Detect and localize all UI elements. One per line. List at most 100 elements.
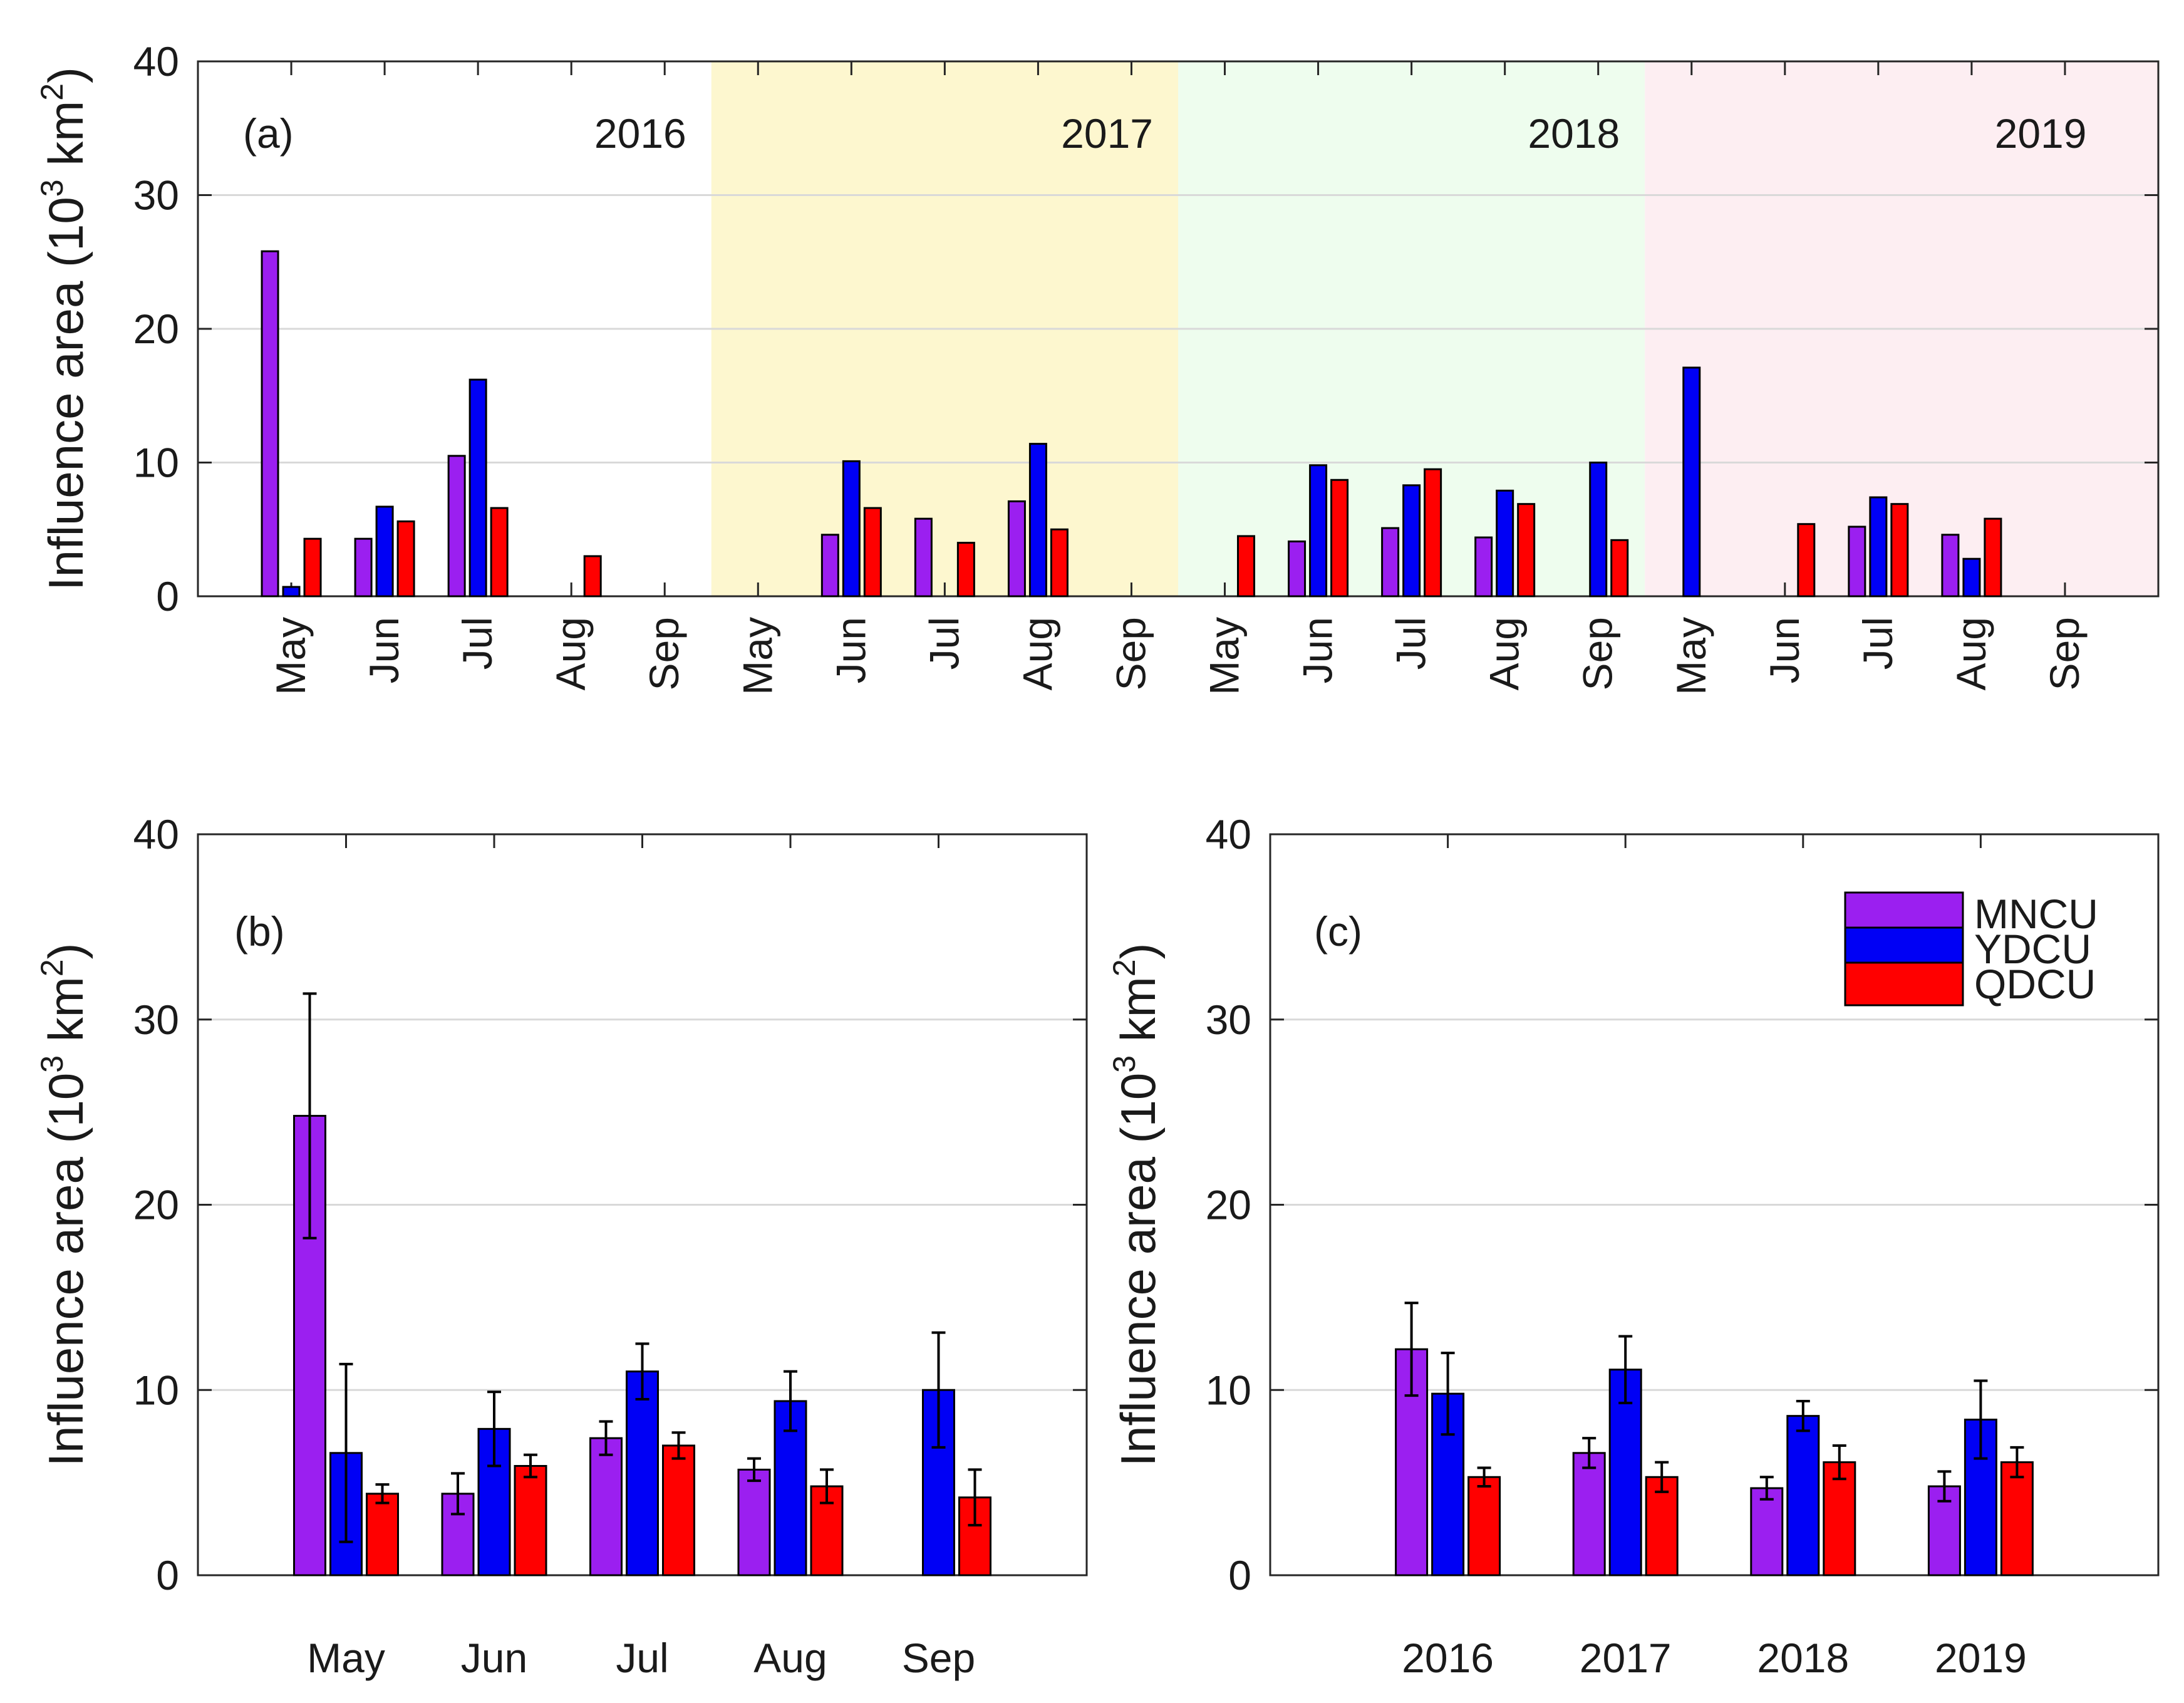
bar-ydcu: [1028, 443, 1047, 598]
x-tick-label: May: [1668, 617, 1714, 695]
bar-mncu: [1941, 534, 1960, 598]
bar-qdcu: [863, 507, 882, 598]
axes-box: [1269, 833, 2160, 1576]
x-tick-label: Jul: [616, 1635, 668, 1681]
y-tick-label: 10: [133, 1367, 179, 1413]
bar-mncu: [1572, 1452, 1606, 1576]
x-tick-label: May: [1201, 617, 1248, 695]
bar-qdcu: [514, 1465, 547, 1576]
bar-qdcu: [1237, 535, 1256, 598]
legend-label-ydcu: YDCU: [1974, 926, 2091, 972]
bar-qdcu: [396, 520, 415, 598]
panel-label: (c): [1314, 908, 1362, 955]
bar-ydcu: [842, 460, 861, 598]
x-tick-label: Aug: [1481, 617, 1528, 690]
bar-mncu: [1848, 525, 1866, 598]
x-tick-label: Sep: [1107, 617, 1154, 690]
bar-qdcu: [956, 542, 975, 598]
y-tick-label: 30: [1206, 996, 1251, 1043]
y-tick-label: 0: [1228, 1552, 1251, 1598]
bar-ydcu: [1496, 489, 1514, 598]
x-tick-label: Sep: [1575, 617, 1621, 690]
x-tick-label: Aug: [753, 1635, 827, 1681]
bar-mncu: [1007, 500, 1026, 598]
x-tick-label: 2016: [1402, 1635, 1494, 1681]
x-tick-label: Jul: [1855, 617, 1901, 670]
bar-qdcu: [1050, 528, 1069, 598]
bar-ydcu: [468, 378, 487, 598]
legend-label-qdcu: QDCU: [1974, 961, 2096, 1007]
bar-mncu: [1381, 527, 1400, 598]
x-tick-label: Sep: [902, 1635, 975, 1681]
x-tick-label: May: [307, 1635, 385, 1681]
bar-ydcu: [1962, 557, 1981, 598]
bar-ydcu: [282, 586, 301, 598]
year-label: 2019: [1995, 110, 2087, 157]
bar-qdcu: [1797, 523, 1816, 598]
bar-qdcu: [1467, 1476, 1501, 1576]
y-tick-label: 10: [133, 440, 179, 486]
bar-ydcu: [1309, 464, 1328, 598]
axes-box: [197, 60, 2160, 598]
x-tick-label: Jun: [1761, 617, 1808, 683]
y-tick-label: 40: [133, 811, 179, 857]
y-tick-label: 10: [1206, 1367, 1251, 1413]
bar-qdcu: [1890, 503, 1909, 598]
x-tick-label: 2018: [1757, 1635, 1849, 1681]
legend-label-mncu: MNCU: [1974, 891, 2098, 937]
panel-b-chart: 0 10 20 30 40 May Jun Jul Aug Sep (b) Influence are…: [34, 811, 1088, 1681]
x-tick-label: Aug: [1948, 617, 1994, 690]
year-label: 2017: [1061, 110, 1153, 157]
bar-qdcu: [2000, 1461, 2034, 1576]
y-tick-label: 20: [133, 1182, 179, 1228]
bar-qdcu: [1984, 517, 2002, 598]
x-tick-label: May: [267, 617, 314, 695]
panel-a-chart: 0 10 20 30 40 2016 2017 2018 2019 (a) May Jun Jul Aug…: [34, 38, 2160, 695]
y-axis-label: Influence area (103 km2): [34, 67, 93, 591]
y-tick-label: 20: [133, 306, 179, 352]
x-tick-label: Jun: [461, 1635, 527, 1681]
bar-mncu: [820, 534, 839, 598]
x-tick-label: Jul: [921, 617, 967, 670]
y-tick-label: 30: [133, 996, 179, 1043]
bar-ydcu: [1589, 462, 1608, 598]
x-tick-label: 2019: [1935, 1635, 2027, 1681]
bar-mncu: [737, 1468, 771, 1576]
bar-mncu: [1474, 536, 1493, 598]
bar-mncu: [1288, 540, 1307, 598]
bar-qdcu: [1424, 468, 1442, 598]
x-tick-label: 2017: [1580, 1635, 1672, 1681]
bar-ydcu: [1682, 366, 1701, 598]
panel-c-chart: 0 10 20 30 40 2016 2017 2018 2019 (c) Influence ar…: [1107, 811, 2160, 1681]
bar-qdcu: [583, 555, 602, 598]
bar-ydcu: [477, 1427, 511, 1576]
bar-qdcu: [490, 507, 509, 598]
y-tick-label: 40: [133, 38, 179, 85]
bar-mncu: [354, 537, 373, 598]
legend-swatch-qdcu: [1844, 961, 1964, 1007]
bar-qdcu: [1517, 503, 1536, 598]
y-tick-label: 30: [133, 172, 179, 219]
x-tick-label: Jun: [361, 617, 407, 683]
x-tick-label: May: [734, 617, 780, 695]
panel-label: (a): [243, 110, 294, 157]
bar-qdcu: [1330, 479, 1349, 598]
bar-qdcu: [1610, 539, 1629, 598]
x-tick-label: Jul: [454, 617, 500, 670]
bar-mncu: [589, 1437, 623, 1576]
bar-qdcu: [303, 537, 322, 598]
x-tick-label: Sep: [641, 617, 687, 690]
bar-mncu: [261, 250, 279, 598]
bar-ydcu: [626, 1370, 659, 1576]
bar-qdcu: [366, 1493, 399, 1576]
year-label: 2018: [1528, 110, 1620, 157]
bar-ydcu: [1786, 1415, 1820, 1576]
y-axis-label: Influence area (103 km2): [34, 943, 93, 1466]
year-label: 2016: [594, 110, 686, 157]
y-tick-label: 0: [156, 573, 179, 619]
y-tick-label: 40: [1206, 811, 1251, 857]
x-tick-label: Jun: [827, 617, 874, 683]
x-tick-label: Sep: [2041, 617, 2088, 690]
x-tick-label: Aug: [1014, 617, 1060, 690]
